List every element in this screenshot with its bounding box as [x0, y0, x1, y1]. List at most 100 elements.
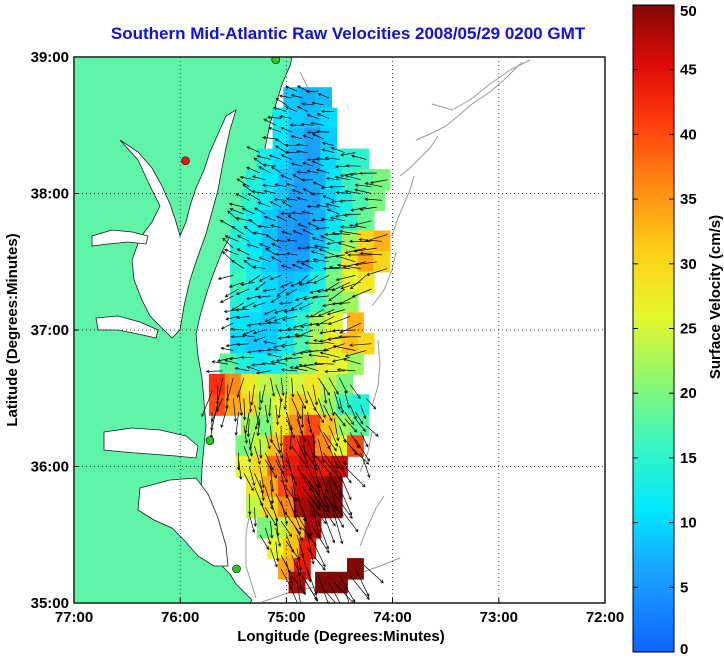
velocity-cell — [357, 271, 375, 293]
velocity-arrow — [311, 237, 324, 242]
velocity-arrow — [355, 418, 366, 433]
velocity-arrow — [333, 391, 341, 411]
velocity-arrow — [243, 425, 248, 444]
velocity-arrow — [349, 239, 372, 244]
velocity-arrow — [273, 197, 287, 202]
velocity-arrow — [320, 109, 335, 114]
velocity-cell — [352, 148, 370, 171]
velocity-arrow — [270, 548, 278, 568]
velocity-arrow — [265, 234, 276, 242]
velocity-cell — [277, 169, 295, 191]
velocity-cell — [325, 476, 343, 498]
velocity-arrow — [240, 355, 255, 359]
velocity-cell — [331, 571, 348, 594]
velocity-arrow — [365, 425, 379, 437]
chart-title: Southern Mid-Atlantic Raw Velocities 200… — [111, 24, 586, 43]
velocity-arrow — [333, 514, 344, 545]
velocity-arrow — [269, 425, 274, 444]
velocity-arrow — [236, 342, 250, 347]
velocity-cell — [341, 332, 359, 355]
velocity-arrow — [254, 207, 266, 215]
velocity-arrow — [235, 308, 250, 312]
sound-albemarle — [103, 427, 199, 459]
velocity-arrow — [328, 288, 346, 302]
velocity-arrow — [254, 445, 261, 465]
y-tick-label: 38:00 — [31, 186, 69, 203]
velocity-arrow — [324, 232, 340, 237]
colorbar-tick-label: 35 — [680, 191, 697, 208]
velocity-arrow — [307, 568, 318, 597]
velocity-arrow — [322, 266, 340, 271]
velocity-arrow — [275, 145, 287, 153]
velocity-cell — [309, 271, 327, 293]
chesapeake-bay — [119, 109, 237, 339]
colorbar-tick-label: 0 — [680, 641, 688, 658]
velocity-arrow — [347, 253, 372, 257]
velocity-arrow — [355, 411, 364, 425]
velocity-arrow — [270, 295, 282, 304]
velocity-arrow — [311, 218, 324, 223]
velocity-arrow — [320, 235, 335, 242]
velocity-arrow — [318, 248, 335, 256]
velocity-arrow — [301, 102, 314, 106]
velocity-arrow — [311, 160, 324, 167]
velocity-arrow — [270, 256, 282, 263]
velocity-arrow — [274, 252, 287, 256]
velocity-arrow — [324, 369, 345, 374]
velocity-arrow — [247, 275, 261, 284]
velocity-arrow — [220, 322, 234, 330]
velocity-arrow — [266, 352, 282, 358]
velocity-arrow — [291, 445, 309, 469]
velocity-arrow — [242, 398, 247, 421]
velocity-arrow — [248, 493, 252, 516]
velocity-arrow — [306, 169, 319, 174]
velocity-arrow — [234, 366, 250, 372]
velocity-cell — [315, 571, 332, 594]
velocity-cell — [246, 332, 263, 355]
velocity-arrow — [270, 521, 274, 539]
velocity-arrow — [222, 237, 234, 249]
velocity-arrow — [307, 222, 319, 228]
velocity-arrow — [358, 171, 377, 176]
velocity-arrow — [293, 333, 314, 338]
velocity-arrow — [270, 377, 276, 397]
velocity-arrow — [272, 343, 287, 349]
velocity-arrow — [305, 259, 319, 263]
velocity-arrow — [339, 473, 352, 501]
velocity-arrow — [296, 493, 307, 523]
velocity-arrow — [364, 197, 383, 201]
velocity-arrow — [331, 281, 351, 292]
velocity-arrow — [267, 115, 282, 119]
velocity-arrow — [328, 185, 345, 189]
velocity-cell — [272, 128, 290, 150]
velocity-arrow — [364, 182, 383, 188]
velocity-vectors — [201, 85, 388, 603]
x-tick-label: 75:00 — [267, 609, 305, 626]
velocity-arrow — [268, 154, 282, 160]
velocity-arrow — [251, 175, 266, 181]
velocity-arrow — [291, 350, 308, 356]
velocity-arrow — [219, 295, 234, 303]
velocity-arrow — [322, 195, 335, 201]
velocity-arrow — [250, 384, 255, 406]
velocity-arrow — [283, 356, 303, 361]
velocity-arrow — [360, 561, 384, 584]
velocity-arrow — [328, 582, 341, 603]
velocity-arrow — [333, 493, 353, 520]
velocity-arrow — [263, 215, 276, 222]
x-tick-label: 72:00 — [586, 609, 624, 626]
velocity-arrow — [280, 264, 292, 269]
velocity-cell — [347, 558, 364, 580]
velocity-arrow — [325, 202, 340, 208]
velocity-arrow — [296, 562, 303, 591]
velocity-arrow — [369, 179, 388, 185]
velocity-arrow — [317, 466, 329, 494]
velocity-cell — [304, 394, 322, 416]
velocity-cell — [230, 271, 247, 293]
velocity-arrow — [302, 575, 318, 602]
velocity-arrow — [339, 445, 346, 466]
colorbar-tick-label: 5 — [680, 579, 688, 596]
velocity-arrow — [308, 353, 329, 358]
velocity-cell — [262, 169, 279, 191]
velocity-arrow — [288, 425, 293, 451]
